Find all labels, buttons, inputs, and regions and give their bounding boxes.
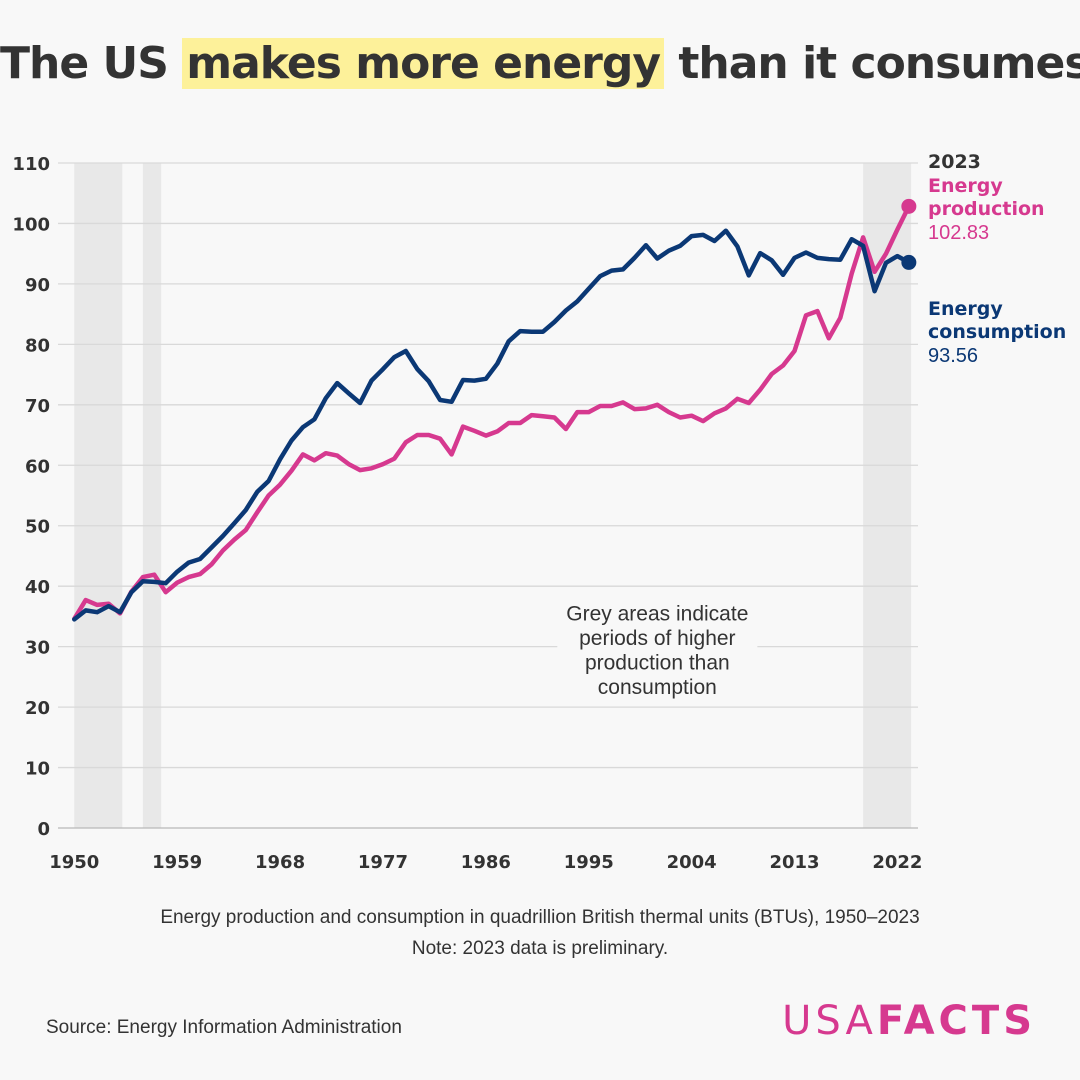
y-tick-label: 50 bbox=[25, 517, 50, 538]
chart-note: Note: 2023 data is preliminary. bbox=[411, 938, 669, 959]
x-tick-label: 2013 bbox=[769, 852, 819, 873]
shaded-periods bbox=[74, 163, 912, 828]
x-tick-label: 1986 bbox=[461, 852, 511, 873]
y-tick-label: 30 bbox=[25, 638, 50, 659]
logo-usa: USA bbox=[782, 998, 877, 1044]
y-tick-label: 60 bbox=[25, 456, 50, 477]
x-tick-label: 1995 bbox=[564, 852, 614, 873]
label-year: 2023 bbox=[928, 151, 981, 173]
consumption-label-line1: Energy bbox=[928, 298, 1003, 320]
annotation-line: Grey areas indicate bbox=[566, 602, 748, 625]
production-value-label: 102.83 bbox=[928, 222, 989, 244]
usafacts-logo: USAFACTS bbox=[782, 998, 1036, 1044]
x-axis-ticks: 1950 1959 1968 1977 1986 1995 2004 2013 2022 bbox=[49, 852, 922, 873]
annotation-line: consumption bbox=[598, 676, 717, 699]
y-tick-label: 10 bbox=[25, 759, 50, 780]
x-tick-label: 1968 bbox=[255, 852, 305, 873]
production-label-line2: production bbox=[928, 198, 1045, 220]
chart-title: The US makes more energy than it consume… bbox=[0, 38, 1080, 89]
y-tick-label: 70 bbox=[25, 396, 50, 417]
annotation-line: periods of higher bbox=[579, 627, 735, 650]
title-highlight: makes more energy bbox=[182, 38, 665, 89]
consumption-value-label: 93.56 bbox=[928, 345, 978, 367]
consumption-endpoint bbox=[901, 254, 917, 270]
title-after: than it consumes bbox=[678, 38, 1080, 89]
logo-facts: FACTS bbox=[876, 998, 1036, 1044]
y-tick-label: 90 bbox=[25, 275, 50, 296]
shaded-period-0 bbox=[74, 163, 123, 828]
x-tick-label: 1959 bbox=[152, 852, 202, 873]
annotation-line: production than bbox=[585, 651, 730, 674]
consumption-label-line2: consumption bbox=[928, 321, 1066, 343]
y-tick-label: 0 bbox=[37, 819, 50, 840]
production-endpoint bbox=[901, 198, 917, 214]
consumption-line bbox=[72, 228, 912, 622]
x-tick-label: 1950 bbox=[49, 852, 99, 873]
x-tick-label: 2022 bbox=[872, 852, 922, 873]
production-line bbox=[72, 204, 912, 622]
gridlines bbox=[58, 162, 918, 829]
x-tick-label: 2004 bbox=[667, 852, 717, 873]
chart-subtitle: Energy production and consumption in qua… bbox=[160, 907, 920, 928]
production-label-line1: Energy bbox=[928, 175, 1003, 197]
shaded-period-1 bbox=[142, 163, 162, 828]
title-before: The US bbox=[0, 38, 169, 89]
series-labels: 2023Energyproduction102.83Energyconsumpt… bbox=[928, 151, 1066, 367]
source-text: Source: Energy Information Administratio… bbox=[46, 1017, 402, 1038]
x-tick-label: 1977 bbox=[358, 852, 408, 873]
y-tick-label: 80 bbox=[25, 335, 50, 356]
y-axis-ticks: 0 10 20 30 40 50 60 70 80 90 100 110 bbox=[12, 154, 50, 840]
y-tick-label: 100 bbox=[12, 214, 50, 235]
series-lines bbox=[72, 198, 917, 622]
y-tick-label: 40 bbox=[25, 577, 50, 598]
annotation-bg bbox=[557, 600, 758, 699]
y-tick-label: 110 bbox=[12, 154, 50, 175]
y-tick-label: 20 bbox=[25, 698, 50, 719]
